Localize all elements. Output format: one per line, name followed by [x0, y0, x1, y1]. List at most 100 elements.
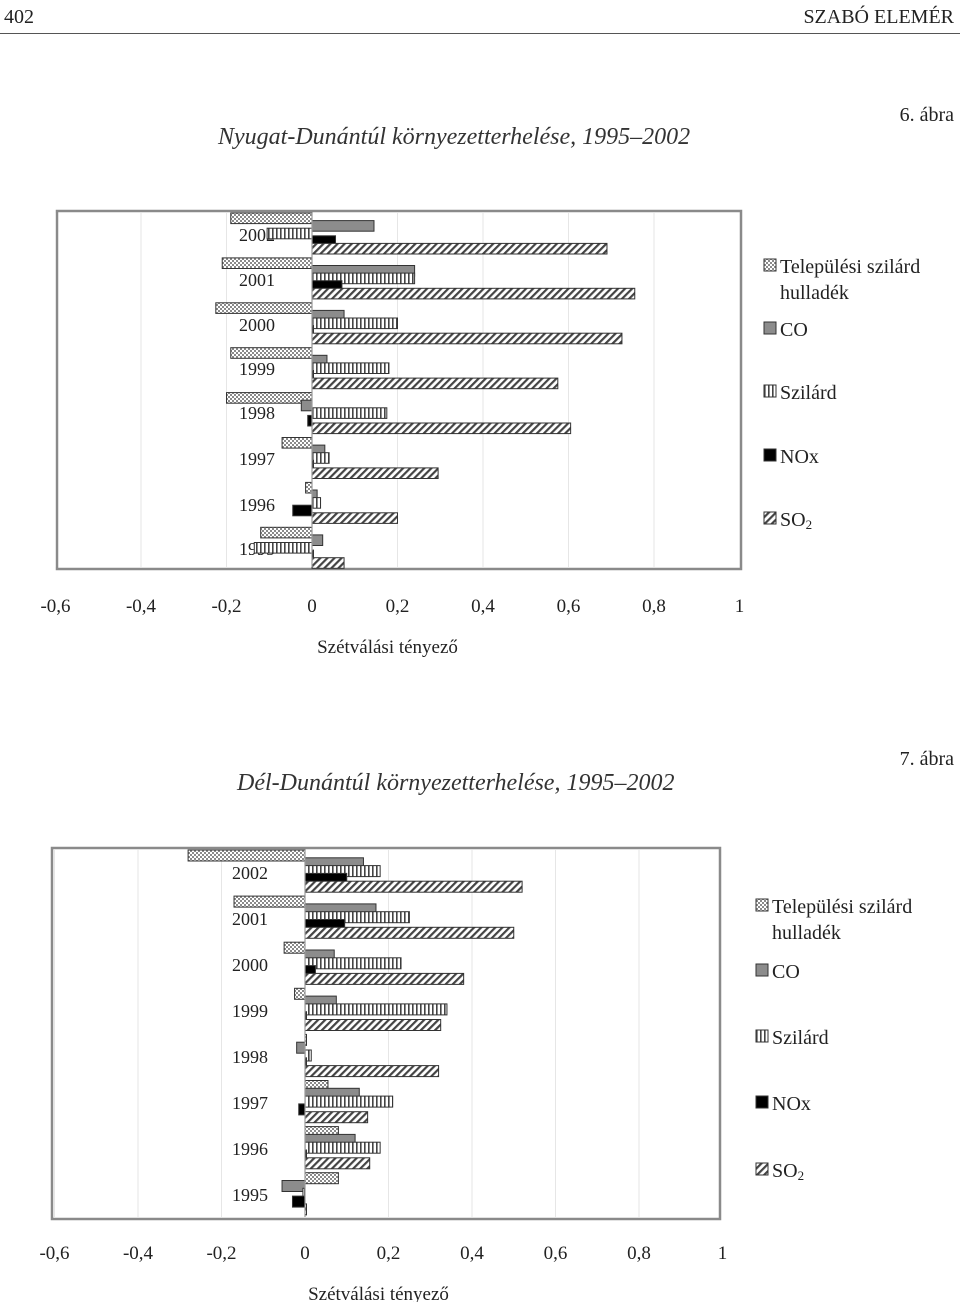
bar-so2: [304, 880, 523, 893]
figure-6-number: 6. ábra: [899, 104, 954, 126]
bar-települési-szilárd-hulladék: [294, 987, 306, 1000]
bar-so2: [304, 1157, 371, 1170]
legend-swatch: [763, 511, 777, 525]
category-label: 2001: [239, 270, 275, 290]
bar-szilárd: [311, 452, 330, 464]
bar-települési-szilárd-hulladék: [283, 941, 306, 954]
figure-7-title: Dél-Dunántúl környezetterhelése, 1995–20…: [237, 770, 675, 796]
category-label: 2002: [232, 863, 268, 883]
category-label: 2000: [239, 315, 275, 335]
x-tick-label: 1: [735, 596, 745, 617]
category-label: 1997: [239, 449, 275, 469]
bar-nox: [291, 1195, 306, 1208]
legend-swatch: [763, 384, 777, 398]
figure-6-title: Nyugat-Dunántúl környezetterhelése, 1995…: [218, 124, 691, 150]
category-label: 1997: [232, 1093, 268, 1113]
bar-települési-szilárd-hulladék: [260, 526, 313, 539]
bar-szilárd: [304, 1141, 381, 1154]
bar-so2: [311, 557, 345, 569]
legend-label: Szilárd: [772, 1027, 829, 1049]
bar-so2: [304, 1065, 440, 1078]
bar-co: [296, 1041, 306, 1054]
bar-szilárd: [304, 1095, 394, 1108]
running-head-author: SZABÓ ELEMÉR: [803, 6, 954, 28]
category-label: 1996: [239, 495, 275, 515]
x-tick-label: -0,6: [40, 596, 70, 617]
bar-szilárd: [253, 542, 313, 554]
legend-label: SO2: [772, 1160, 804, 1183]
bar-so2: [304, 972, 465, 985]
category-label: 2002: [239, 225, 275, 245]
bar-szilárd: [304, 1003, 448, 1016]
legend-swatch: [763, 321, 777, 335]
x-tick-label: 1: [718, 1243, 728, 1264]
bar-szilárd: [304, 957, 402, 970]
category-label: 1999: [232, 1001, 268, 1021]
x-tick-label: -0,4: [126, 596, 157, 617]
bar-co: [311, 534, 324, 547]
x-tick-label: 0,8: [627, 1243, 651, 1264]
x-tick-label: 0,6: [557, 596, 581, 617]
category-label: 1999: [239, 359, 275, 379]
legend-label: CO: [780, 319, 808, 341]
legend-label: NOx: [772, 1093, 811, 1115]
x-tick-label: 0,4: [471, 596, 495, 617]
legend-label-main: SO: [772, 1160, 798, 1182]
x-tick-label: -0,2: [211, 596, 241, 617]
bar-so2: [311, 242, 608, 255]
bar-települési-szilárd-hulladék: [226, 392, 313, 404]
figure-7-number: 7. ábra: [899, 748, 954, 770]
bar-so2: [304, 1019, 442, 1031]
bar-nox: [292, 504, 313, 517]
x-tick-label: 0: [300, 1243, 310, 1264]
legend-label-main: SO: [780, 509, 806, 531]
legend-label-subscript: 2: [798, 1168, 805, 1183]
bar-co: [300, 399, 313, 412]
x-tick-label: -0,2: [206, 1243, 236, 1264]
category-label: 1996: [232, 1139, 268, 1159]
legend-swatch: [755, 963, 769, 977]
legend-label: Szilárd: [780, 382, 837, 404]
bar-so2: [311, 287, 636, 300]
category-label: 1998: [239, 403, 275, 423]
bar-települési-szilárd-hulladék: [215, 302, 313, 314]
plot-frame: [50, 846, 722, 1221]
bar-települési-szilárd-hulladék: [281, 437, 313, 449]
x-tick-label: 0,2: [386, 596, 410, 617]
x-tick-label: 0: [307, 596, 317, 617]
legend-swatch: [755, 898, 769, 912]
bar-nox: [307, 414, 313, 427]
x-tick-label: -0,4: [123, 1243, 154, 1264]
legend-label: Települési szilárd: [772, 896, 912, 918]
x-axis-label: Szétválási tényező: [317, 637, 458, 658]
page-number: 402: [4, 6, 34, 28]
category-label: 1995: [232, 1185, 268, 1205]
x-tick-label: 0,6: [544, 1243, 568, 1264]
legend-swatch: [755, 1095, 769, 1109]
x-tick-label: 0,4: [460, 1243, 484, 1264]
header-rule: [0, 33, 960, 34]
bar-szilárd: [311, 407, 388, 419]
bar-szilárd: [266, 227, 313, 240]
legend-swatch: [755, 1162, 769, 1176]
bar-so2: [304, 1111, 369, 1124]
bar-so2: [311, 512, 398, 524]
legend-label-subscript: 2: [806, 517, 813, 532]
category-label: 2001: [232, 909, 268, 929]
category-label: 1998: [232, 1047, 268, 1067]
x-axis-label: Szétválási tényező: [308, 1284, 449, 1302]
bar-települési-szilárd-hulladék: [233, 895, 306, 908]
bar-so2: [311, 422, 572, 435]
x-tick-label: -0,6: [39, 1243, 69, 1264]
bar-települési-szilárd-hulladék: [187, 849, 306, 862]
bar-szilárd: [311, 317, 398, 330]
legend-label: CO: [772, 961, 800, 983]
bar-települési-szilárd-hulladék: [230, 212, 313, 225]
legend-label: NOx: [780, 446, 819, 468]
legend-label: Települési szilárd: [780, 256, 920, 278]
bar-települési-szilárd-hulladék: [304, 1172, 339, 1185]
legend-swatch: [763, 448, 777, 462]
bar-nox: [298, 1103, 306, 1116]
bar-so2: [311, 332, 623, 345]
